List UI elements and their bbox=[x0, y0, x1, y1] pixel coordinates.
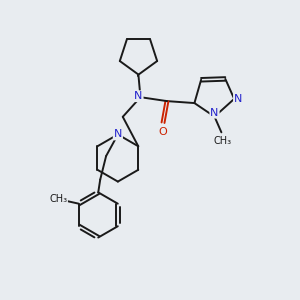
Text: N: N bbox=[134, 91, 143, 101]
Text: CH₃: CH₃ bbox=[49, 194, 67, 204]
Text: N: N bbox=[114, 130, 122, 140]
Text: N: N bbox=[234, 94, 242, 104]
Text: CH₃: CH₃ bbox=[213, 136, 231, 146]
Text: N: N bbox=[210, 108, 219, 118]
Text: O: O bbox=[159, 127, 167, 136]
